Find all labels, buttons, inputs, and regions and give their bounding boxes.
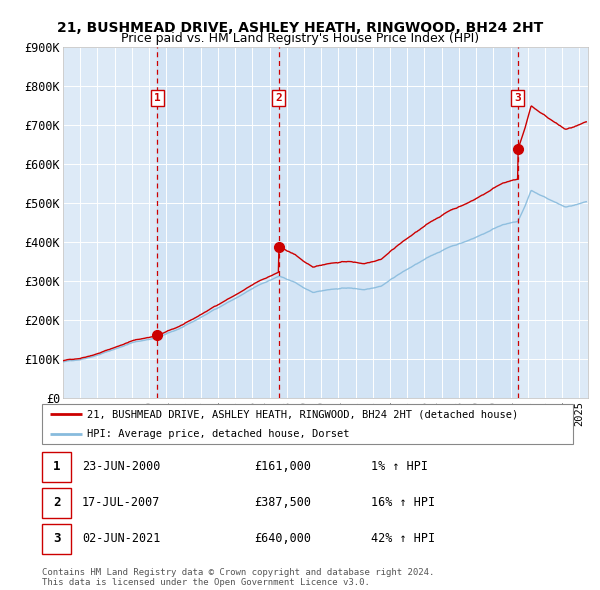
Text: £161,000: £161,000 (254, 460, 311, 473)
Text: 21, BUSHMEAD DRIVE, ASHLEY HEATH, RINGWOOD, BH24 2HT: 21, BUSHMEAD DRIVE, ASHLEY HEATH, RINGWO… (57, 21, 543, 35)
Text: 17-JUL-2007: 17-JUL-2007 (82, 496, 160, 510)
Bar (42, 452, 71, 481)
Text: 1% ↑ HPI: 1% ↑ HPI (371, 460, 428, 473)
Text: £387,500: £387,500 (254, 496, 311, 510)
Text: Contains HM Land Registry data © Crown copyright and database right 2024.: Contains HM Land Registry data © Crown c… (42, 568, 434, 576)
Text: 42% ↑ HPI: 42% ↑ HPI (371, 533, 436, 546)
Text: This data is licensed under the Open Government Licence v3.0.: This data is licensed under the Open Gov… (42, 578, 370, 587)
Text: Price paid vs. HM Land Registry's House Price Index (HPI): Price paid vs. HM Land Registry's House … (121, 32, 479, 45)
Text: 23-JUN-2000: 23-JUN-2000 (82, 460, 160, 473)
Text: 3: 3 (514, 93, 521, 103)
Text: 1: 1 (154, 93, 161, 103)
Text: 1: 1 (53, 460, 61, 473)
Text: £640,000: £640,000 (254, 533, 311, 546)
Text: 3: 3 (53, 533, 61, 546)
Text: 2: 2 (275, 93, 282, 103)
Text: 16% ↑ HPI: 16% ↑ HPI (371, 496, 436, 510)
Text: 02-JUN-2021: 02-JUN-2021 (82, 533, 160, 546)
Text: 21, BUSHMEAD DRIVE, ASHLEY HEATH, RINGWOOD, BH24 2HT (detached house): 21, BUSHMEAD DRIVE, ASHLEY HEATH, RINGWO… (87, 409, 518, 419)
Bar (42, 525, 71, 554)
Text: HPI: Average price, detached house, Dorset: HPI: Average price, detached house, Dors… (87, 429, 350, 438)
Text: 2: 2 (53, 496, 61, 510)
Bar (42, 489, 71, 517)
Bar (157, 47, 518, 398)
